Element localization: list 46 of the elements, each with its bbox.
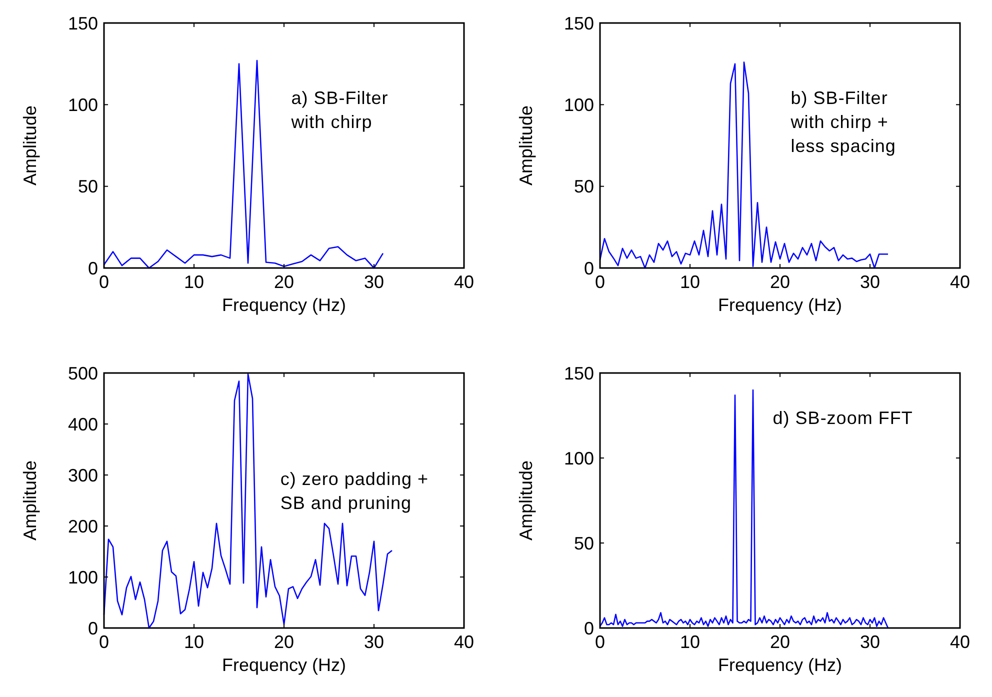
- x-tick-label: 40: [454, 272, 474, 292]
- x-tick-label: 10: [680, 632, 700, 652]
- y-tick-label: 300: [68, 465, 98, 486]
- y-tick-label: 0: [584, 618, 594, 638]
- x-tick-label: 10: [680, 272, 700, 292]
- x-tick-label: 10: [184, 632, 204, 652]
- y-tick-label: 50: [574, 533, 594, 554]
- y-axis-title: Amplitude: [516, 460, 536, 541]
- x-tick-label: 40: [454, 632, 474, 652]
- y-axis-title: Amplitude: [20, 460, 40, 541]
- x-axis-title: Frequency (Hz): [718, 295, 842, 315]
- y-tick-label: 50: [574, 176, 594, 197]
- x-tick-label: 20: [274, 632, 294, 652]
- x-tick-label: 40: [950, 272, 970, 292]
- x-tick-label: 30: [364, 632, 384, 652]
- x-tick-label: 20: [770, 272, 790, 292]
- y-tick-label: 100: [68, 567, 98, 588]
- annotation: c) zero padding + SB and pruning: [280, 469, 428, 514]
- y-tick-label: 100: [68, 94, 98, 115]
- x-axis-title: Frequency (Hz): [222, 655, 346, 675]
- y-tick-label: 50: [78, 176, 98, 197]
- x-tick-label: 30: [860, 272, 880, 292]
- y-tick-label: 150: [68, 13, 98, 34]
- y-tick-label: 100: [564, 94, 594, 115]
- y-tick-label: 0: [88, 258, 98, 278]
- y-tick-label: 150: [564, 13, 594, 34]
- x-tick-label: 30: [860, 632, 880, 652]
- x-axis-title: Frequency (Hz): [222, 295, 346, 315]
- y-axis-title: Amplitude: [516, 105, 536, 186]
- y-tick-label: 150: [564, 363, 594, 384]
- y-tick-label: 100: [564, 448, 594, 468]
- x-tick-label: 10: [184, 272, 204, 292]
- y-tick-label: 400: [68, 414, 98, 434]
- y-tick-label: 500: [68, 363, 98, 384]
- annotation: a) SB-Filter with chirp: [290, 88, 388, 132]
- x-tick-label: 40: [950, 632, 970, 652]
- x-tick-label: 20: [770, 632, 790, 652]
- annotation: b) SB-Filter with chirp + less spacing: [790, 88, 896, 156]
- x-tick-label: 30: [364, 272, 384, 292]
- y-tick-label: 200: [68, 516, 98, 536]
- y-axis-title: Amplitude: [20, 105, 40, 186]
- x-axis-title: Frequency (Hz): [718, 655, 842, 675]
- annotation: d) SB-zoom FFT: [772, 408, 913, 428]
- x-tick-label: 20: [274, 272, 294, 292]
- y-tick-label: 0: [88, 618, 98, 638]
- y-tick-label: 0: [584, 258, 594, 278]
